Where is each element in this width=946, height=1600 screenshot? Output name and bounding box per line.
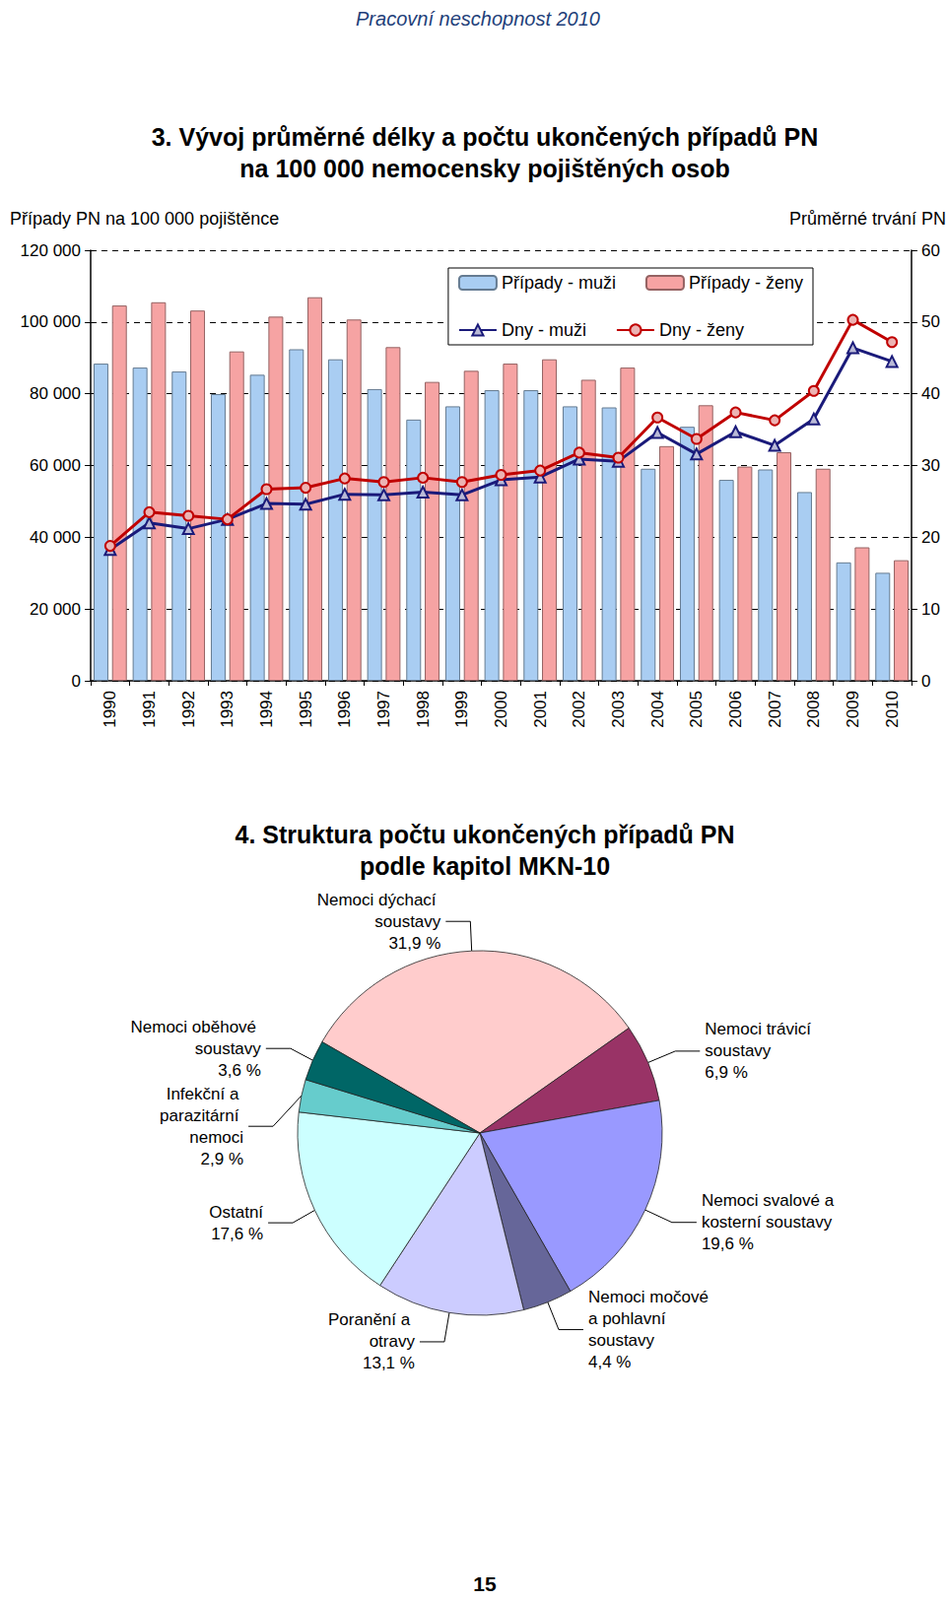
svg-text:4. Struktura počtu ukončených: 4. Struktura počtu ukončených případů PN	[234, 820, 735, 849]
svg-text:1994: 1994	[257, 690, 276, 729]
svg-text:Poranění a: Poranění a	[328, 1310, 415, 1330]
svg-text:30: 30	[921, 456, 941, 475]
svg-text:20 000: 20 000	[29, 600, 81, 619]
svg-text:6,9 %: 6,9 %	[704, 1063, 747, 1082]
svg-text:2,9 %: 2,9 %	[201, 1149, 244, 1169]
svg-text:Infekční a: Infekční a	[166, 1084, 244, 1104]
svg-text:Nemoci trávicí: Nemoci trávicí	[704, 1019, 815, 1039]
svg-text:1993: 1993	[217, 690, 237, 729]
svg-text:nemoci: nemoci	[189, 1128, 244, 1148]
svg-text:19,6 %: 19,6 %	[701, 1234, 754, 1254]
svg-text:Pracovní neschopnost 2010: Pracovní neschopnost 2010	[355, 7, 601, 30]
svg-text:Případy - muži: Případy - muži	[501, 272, 616, 293]
svg-text:1999: 1999	[452, 690, 472, 729]
svg-text:Dny - muži: Dny - muži	[501, 320, 587, 340]
svg-text:Průměrné trvání PN: Průměrné trvání PN	[789, 208, 946, 229]
svg-text:2008: 2008	[804, 690, 823, 729]
svg-text:Dny - ženy: Dny - ženy	[659, 320, 744, 340]
svg-text:soustavy: soustavy	[588, 1331, 656, 1351]
svg-text:1998: 1998	[413, 690, 433, 729]
svg-text:soustavy: soustavy	[195, 1039, 263, 1059]
svg-text:1990: 1990	[100, 690, 120, 729]
svg-text:13,1 %: 13,1 %	[362, 1353, 415, 1373]
svg-text:2009: 2009	[843, 690, 863, 729]
svg-text:1997: 1997	[374, 690, 394, 729]
svg-text:40 000: 40 000	[29, 528, 81, 547]
svg-text:20: 20	[921, 528, 941, 547]
svg-text:soustavy: soustavy	[374, 912, 442, 932]
svg-text:a pohlavní: a pohlavní	[588, 1309, 671, 1329]
svg-text:100 000: 100 000	[20, 312, 81, 332]
svg-text:1995: 1995	[296, 690, 316, 729]
svg-text:na 100 000 nemocensky pojištěn: na 100 000 nemocensky pojištěných osob	[239, 154, 730, 183]
svg-text:2004: 2004	[648, 690, 668, 729]
svg-text:Nemoci močové: Nemoci močové	[588, 1287, 714, 1307]
svg-text:2007: 2007	[765, 690, 785, 729]
svg-text:parazitární: parazitární	[159, 1106, 244, 1126]
svg-text:10: 10	[921, 600, 941, 619]
svg-text:podle kapitol MKN-10: podle kapitol MKN-10	[359, 852, 610, 880]
svg-text:60 000: 60 000	[29, 456, 81, 475]
svg-text:0: 0	[71, 672, 81, 691]
svg-text:Ostatní: Ostatní	[208, 1203, 264, 1222]
svg-text:1996: 1996	[335, 690, 354, 729]
svg-text:50: 50	[921, 312, 941, 332]
svg-text:soustavy: soustavy	[704, 1041, 772, 1061]
svg-text:Případy - ženy: Případy - ženy	[688, 272, 804, 293]
svg-text:1991: 1991	[139, 690, 159, 729]
svg-text:kosterní soustavy: kosterní soustavy	[701, 1213, 833, 1232]
svg-text:Případy PN na 100 000 pojištěn: Případy PN na 100 000 pojištěnce	[9, 208, 279, 229]
svg-text:Nemoci dýchací: Nemoci dýchací	[317, 890, 442, 910]
svg-text:3. Vývoj průměrné délky a počt: 3. Vývoj průměrné délky a počtu ukončený…	[151, 123, 819, 151]
svg-text:80 000: 80 000	[29, 384, 81, 404]
svg-text:2010: 2010	[882, 690, 902, 729]
svg-text:4,4 %: 4,4 %	[588, 1352, 631, 1372]
svg-text:60: 60	[921, 241, 941, 261]
svg-text:otravy: otravy	[369, 1332, 416, 1352]
svg-text:40: 40	[921, 384, 941, 404]
svg-text:31,9 %: 31,9 %	[388, 934, 441, 953]
svg-text:1992: 1992	[179, 690, 199, 729]
svg-text:3,6 %: 3,6 %	[217, 1061, 261, 1081]
svg-text:2000: 2000	[491, 690, 511, 729]
svg-text:2003: 2003	[608, 690, 628, 729]
svg-text:17,6 %: 17,6 %	[210, 1224, 264, 1244]
svg-text:2006: 2006	[726, 690, 745, 729]
svg-text:15: 15	[473, 1572, 497, 1596]
svg-text:0: 0	[921, 672, 931, 691]
svg-text:2005: 2005	[686, 690, 706, 729]
svg-text:2002: 2002	[569, 690, 589, 729]
svg-text:Nemoci svalové a: Nemoci svalové a	[701, 1191, 839, 1211]
svg-text:2001: 2001	[531, 690, 550, 729]
svg-text:Nemoci oběhové: Nemoci oběhové	[131, 1017, 262, 1037]
svg-text:120 000: 120 000	[20, 241, 81, 261]
